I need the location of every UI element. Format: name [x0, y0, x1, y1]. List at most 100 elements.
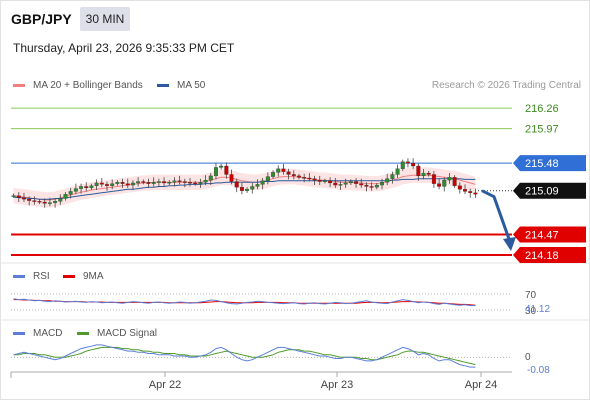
x-axis-tick-label: Apr 22	[149, 379, 181, 391]
candle-body	[229, 174, 234, 182]
candle-body	[110, 183, 115, 186]
rsi-ma-label: 9MA	[83, 271, 104, 282]
candle-body	[437, 183, 442, 187]
ma20-line	[13, 174, 476, 201]
x-axis-tick-label: Apr 24	[465, 379, 497, 391]
candle-body	[421, 172, 426, 177]
candle-body	[37, 201, 42, 203]
support-tag	[513, 246, 586, 263]
candle-body	[276, 168, 281, 173]
candle-body	[16, 195, 21, 198]
candle-body	[291, 174, 296, 177]
bollinger-band-area	[13, 167, 476, 208]
candle-body	[457, 185, 462, 190]
candle-body	[411, 163, 416, 167]
candle-body	[359, 183, 364, 186]
candle-body	[198, 182, 203, 184]
candle-body	[136, 181, 141, 184]
candle-body	[94, 182, 99, 186]
candle-body	[156, 181, 161, 183]
candle-body	[89, 185, 94, 189]
candle-body	[317, 179, 322, 182]
candle-body	[68, 191, 73, 195]
candle-body	[380, 182, 384, 186]
rsi-tick-label: 30	[525, 306, 537, 317]
rsi-line	[13, 298, 476, 307]
candle-body	[177, 180, 182, 182]
candle-body	[281, 168, 286, 172]
rsi-value-label: 41.12	[525, 304, 550, 315]
candle-body	[208, 175, 213, 181]
candle-body	[188, 182, 192, 184]
candle-body	[338, 184, 343, 186]
pivot-label: 215.48	[525, 158, 559, 170]
legend-signal: MACD Signal	[77, 328, 157, 339]
macd-swatch	[13, 332, 25, 335]
ma20-swatch	[13, 84, 25, 87]
candle-body	[63, 194, 68, 199]
candle-body	[307, 177, 312, 180]
interval-button[interactable]: 30 MIN	[80, 7, 130, 31]
candle-body	[151, 182, 156, 184]
datetime-label: Thursday, April 23, 2026 9:35:33 PM CET	[13, 41, 235, 55]
macd-label: MACD	[33, 328, 63, 339]
candle-body	[162, 181, 167, 184]
last-price-tag	[513, 182, 586, 199]
ma50-label: MA 50	[177, 80, 206, 91]
candle-body	[84, 186, 89, 189]
candle-body	[167, 182, 172, 184]
candle-body	[182, 181, 187, 183]
candle-body	[312, 178, 317, 181]
legend-macd: MACD	[13, 328, 62, 339]
candle-body	[239, 187, 244, 191]
candle-body	[260, 180, 265, 185]
candle-body	[115, 182, 120, 184]
candle-body	[53, 201, 58, 203]
candle-body	[426, 172, 431, 175]
forecast-arrow-head	[503, 236, 516, 251]
rsi-swatch	[13, 275, 25, 278]
candle-body	[42, 201, 47, 204]
candle-body	[141, 181, 146, 183]
signal-swatch	[77, 332, 89, 335]
candle-body	[395, 168, 400, 175]
x-axis-tick-label: Apr 23	[321, 379, 353, 391]
candle-body	[79, 186, 84, 189]
candle-body	[245, 189, 250, 191]
candle-body	[203, 179, 208, 183]
copyright-label: Research © 2026 Trading Central	[431, 80, 581, 91]
candle-body	[348, 181, 353, 184]
candle-body	[343, 182, 348, 185]
candle-body	[447, 177, 452, 181]
candle-body	[22, 197, 26, 200]
ma50-swatch	[157, 84, 169, 87]
candle-body	[11, 195, 16, 197]
rsi-tick-label: 70	[525, 290, 537, 301]
candle-body	[120, 182, 125, 184]
candle-body	[27, 199, 32, 201]
candle-body	[146, 182, 151, 184]
candle-body	[250, 186, 255, 190]
candle-body	[172, 180, 177, 183]
candle-body	[265, 176, 270, 181]
candle-body	[47, 202, 52, 204]
candle-body	[385, 178, 390, 183]
rsi-ma-swatch	[63, 275, 75, 278]
candle-body	[452, 177, 457, 186]
support-label: 214.47	[525, 229, 559, 241]
candle-body	[473, 192, 478, 195]
candle-body	[333, 182, 338, 186]
legend-ma20: MA 20 + Bollinger Bands	[13, 80, 143, 91]
signal-label: MACD Signal	[97, 328, 158, 339]
macd-line	[13, 344, 476, 368]
candle-body	[234, 181, 239, 188]
support-label: 214.18	[525, 250, 559, 262]
candle-body	[224, 165, 229, 175]
symbol-title: GBP/JPY	[11, 11, 72, 27]
rsi-label: RSI	[33, 271, 50, 282]
candle-body	[328, 180, 333, 184]
candle-body	[193, 182, 198, 185]
candle-body	[219, 165, 224, 168]
legend-rsi-ma: 9MA	[63, 271, 104, 282]
